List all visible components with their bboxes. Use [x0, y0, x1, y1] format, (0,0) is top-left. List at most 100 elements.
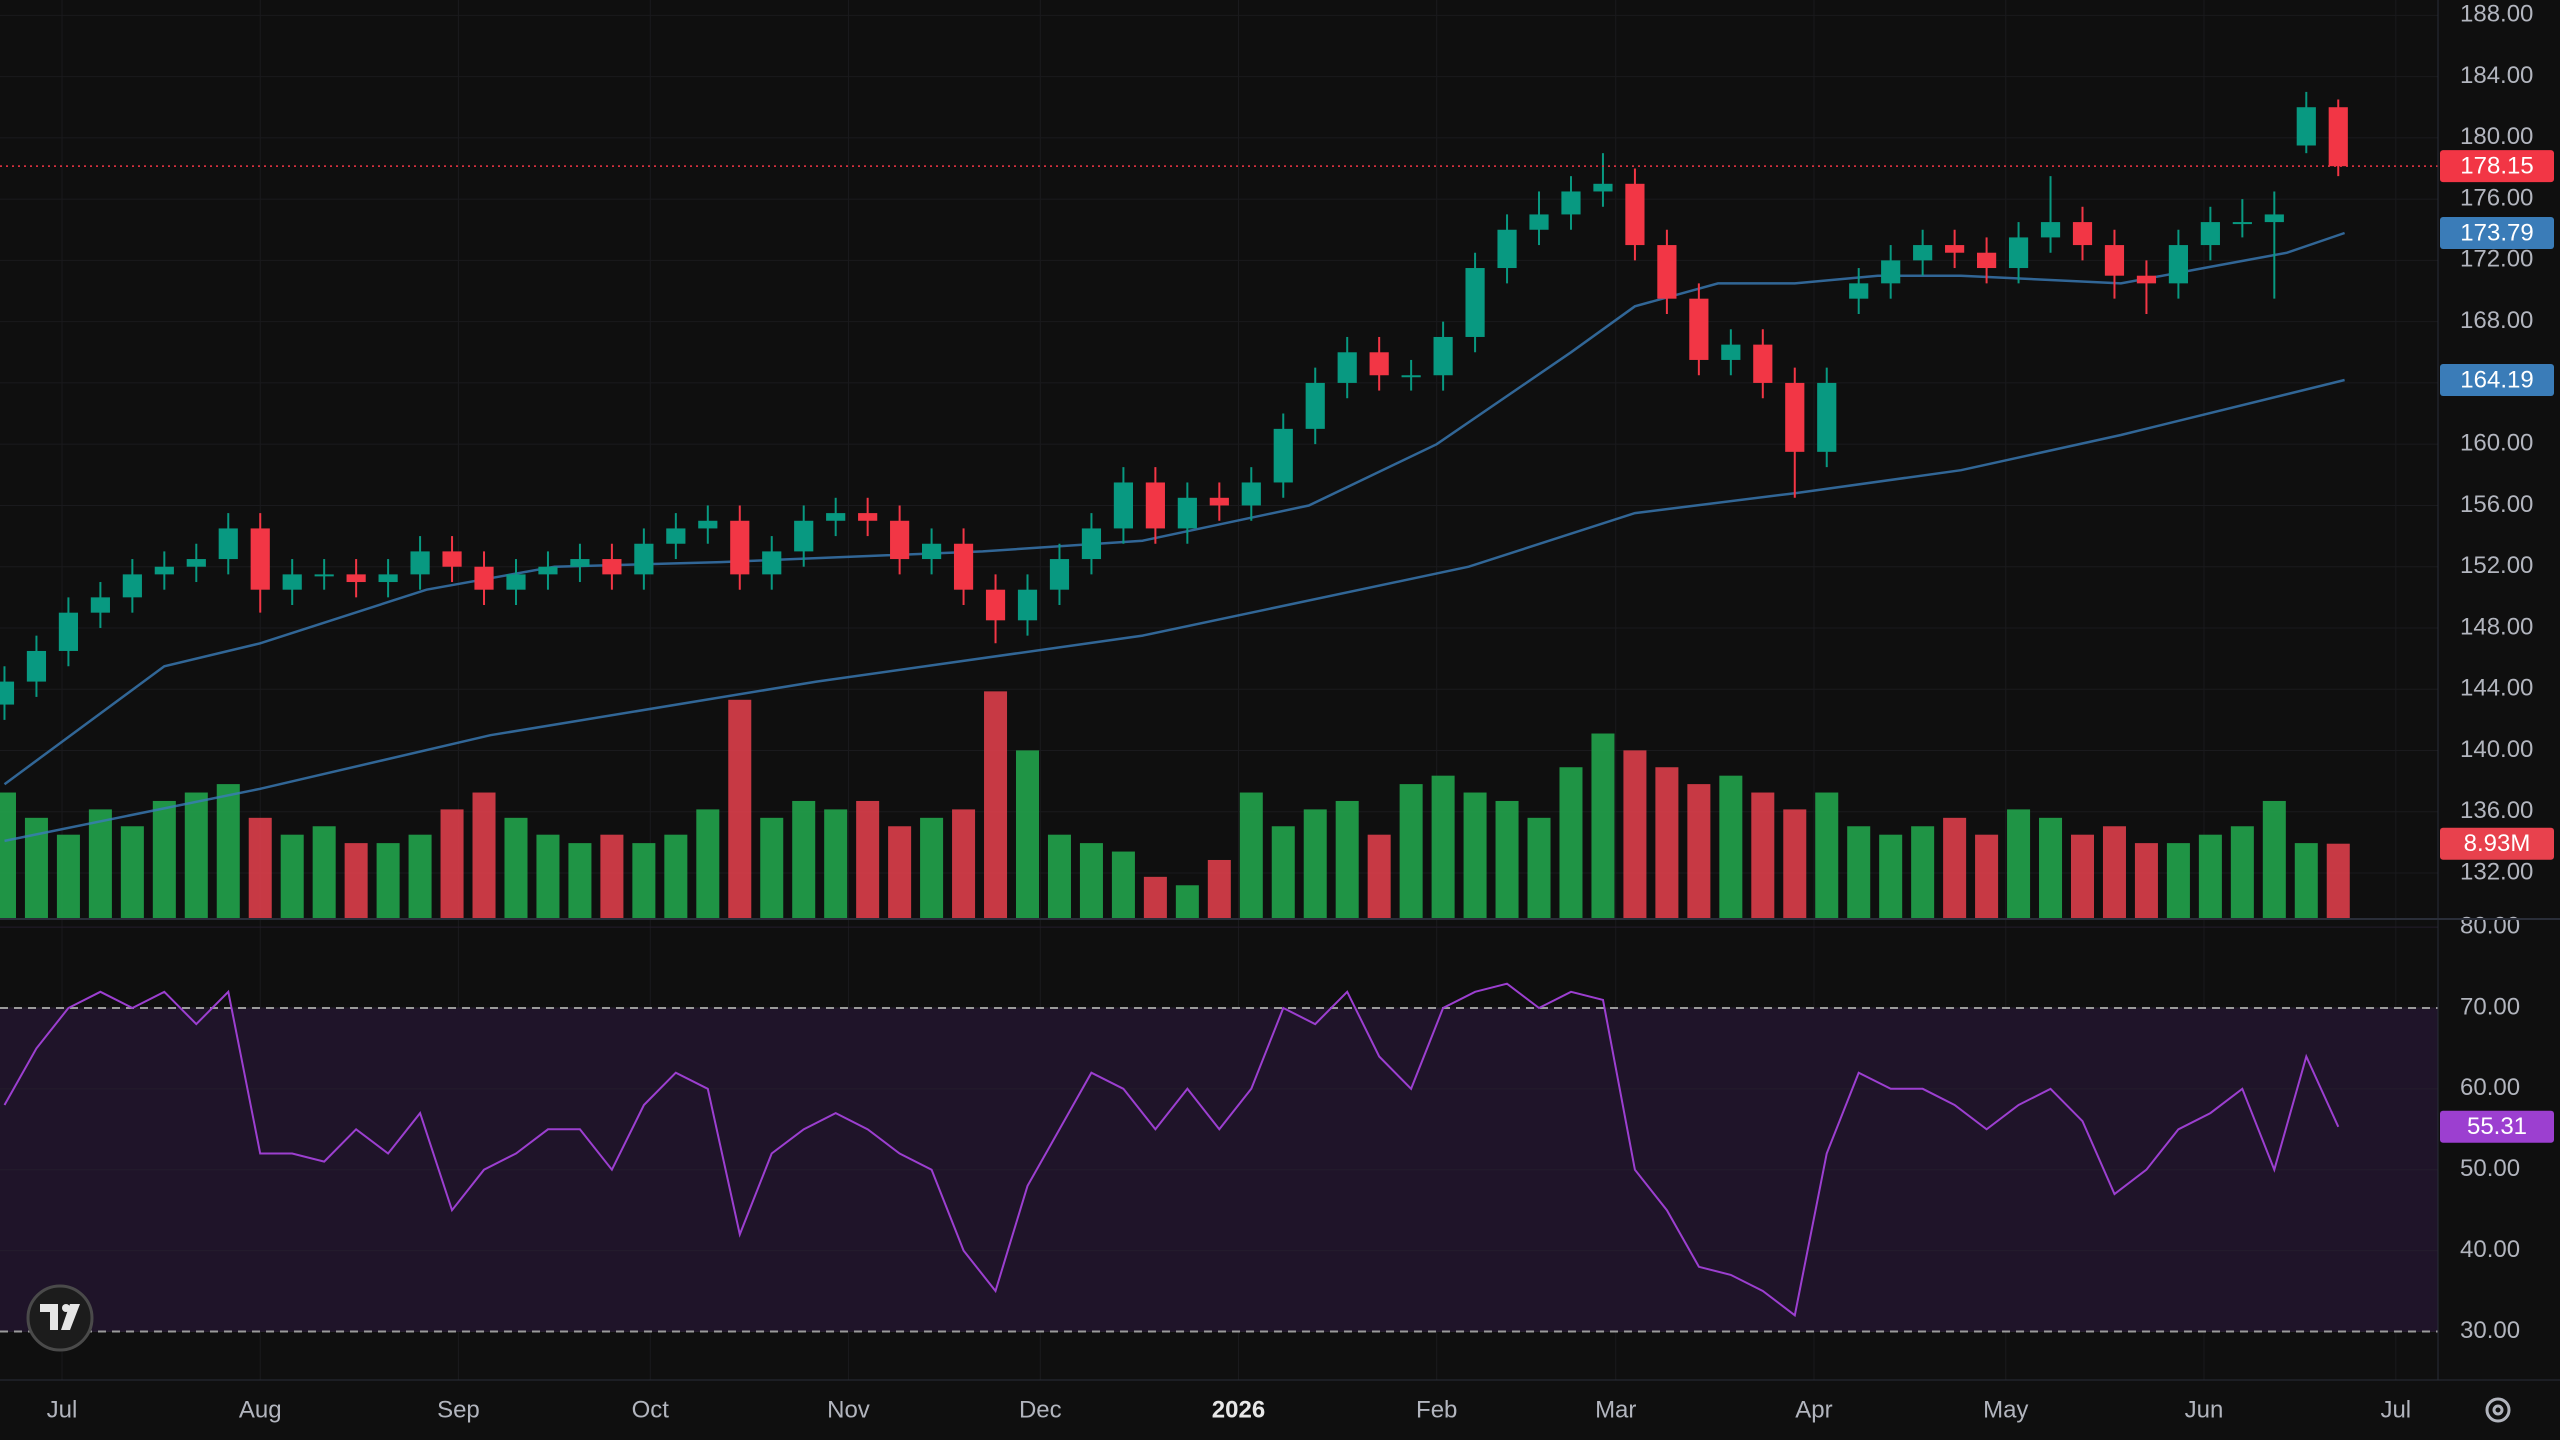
candle-body [1209, 497, 1229, 506]
candle-body [1369, 352, 1389, 376]
candle-body [26, 650, 47, 682]
y-tick-label: 148.00 [2460, 613, 2533, 640]
candle-body [1753, 344, 1773, 383]
y-tick-label: 40.00 [2460, 1236, 2520, 1263]
moving-average-label-box [2440, 364, 2554, 397]
candle-body [1689, 298, 1709, 360]
candle-body [378, 574, 398, 583]
volume-bar [1143, 876, 1167, 919]
y-tick-label: 160.00 [2460, 430, 2533, 457]
rsi-line [3, 982, 2340, 1318]
candle-body [2328, 107, 2348, 167]
candle-body [953, 543, 974, 590]
volume-bar [504, 817, 528, 919]
volume-bar [1111, 851, 1135, 919]
volume-bar [1559, 767, 1583, 919]
volume-bar [440, 809, 464, 919]
volume-bar [952, 809, 976, 919]
volume-bar [1079, 843, 1103, 919]
last-price-label-box [2440, 150, 2554, 183]
candle-body [1785, 382, 1805, 452]
candle-body [1625, 183, 1645, 246]
logo-mark [40, 1304, 58, 1330]
volume-bar [1463, 792, 1487, 919]
volume-bar [1943, 817, 1967, 919]
candle-body [826, 513, 846, 521]
volume-bar [1495, 800, 1519, 919]
y-tick-label: 180.00 [2460, 123, 2533, 150]
y-tick-label: 30.00 [2460, 1317, 2520, 1344]
y-tick-label: 152.00 [2460, 552, 2533, 579]
candle-body [1145, 482, 1165, 529]
candle-body [154, 566, 174, 575]
candle-body [1433, 336, 1453, 376]
volume-bar [344, 843, 368, 919]
volume-bar [1655, 767, 1679, 919]
y-tick-label: 176.00 [2460, 184, 2533, 211]
tradingview-logo[interactable] [26, 1284, 94, 1352]
x-tick-label: Jul [47, 1396, 78, 1423]
gear-inner [2492, 1404, 2504, 1416]
candle-body [2296, 107, 2316, 146]
candle-body [2104, 245, 2125, 276]
volume-label: 8.93M [2464, 830, 2531, 857]
volume-bar [2230, 826, 2254, 919]
candle-body [410, 551, 430, 575]
volume-bar [2326, 843, 2350, 919]
x-tick-label: Apr [1795, 1396, 1832, 1423]
volume-bar [184, 792, 208, 919]
candle-body [1593, 183, 1613, 192]
candle-body [2232, 222, 2252, 225]
volume-bar [152, 800, 176, 919]
y-tick-label: 50.00 [2460, 1155, 2520, 1182]
volume-bar [2070, 834, 2095, 919]
volume-bar [1335, 800, 1359, 919]
candle-body [1465, 268, 1485, 337]
candle-body [922, 543, 942, 560]
volume-bar [984, 691, 1008, 919]
x-tick-label: 2026 [1212, 1396, 1265, 1423]
volume-bar [600, 834, 624, 919]
candle-body [698, 520, 718, 529]
candle-body [538, 566, 558, 575]
candle-body [1305, 382, 1325, 429]
volume-bar [1911, 826, 1935, 919]
volume-bar [568, 843, 592, 919]
volume-bar [1815, 792, 1839, 919]
x-tick-label: Nov [827, 1396, 870, 1423]
candle-body [1817, 382, 1837, 452]
volume-bar [408, 834, 432, 919]
x-tick-label: Aug [239, 1396, 282, 1423]
moving-average-label: 164.19 [2460, 366, 2533, 393]
candle-body [1913, 245, 1933, 261]
candle-body [2040, 222, 2061, 238]
volume-bar [1719, 775, 1743, 919]
volume-bar [1015, 750, 1040, 919]
volume-bar [856, 800, 880, 919]
volume-bar [0, 792, 16, 919]
candle-body [314, 574, 334, 577]
candle-body [1273, 428, 1293, 483]
candle-body [2008, 237, 2029, 269]
volume-bar [216, 784, 240, 919]
candle-body [890, 520, 910, 560]
moving-average [3, 231, 2346, 786]
candle-body [1049, 559, 1070, 590]
x-tick-label: Dec [1019, 1396, 1062, 1423]
volume-bar [280, 834, 304, 919]
rsi-label-box [2440, 1110, 2554, 1143]
candle-body [346, 574, 366, 583]
candle-body [250, 528, 270, 590]
candle-body [0, 681, 15, 705]
volume-bar [792, 800, 816, 919]
settings-button[interactable] [2485, 1397, 2511, 1423]
volume-bar [1303, 809, 1327, 919]
candle-body [1945, 245, 1965, 253]
volume-bar [376, 843, 400, 919]
moving-average-label: 173.79 [2460, 219, 2533, 246]
candle-body [282, 574, 302, 590]
volume-bar [2262, 800, 2286, 919]
